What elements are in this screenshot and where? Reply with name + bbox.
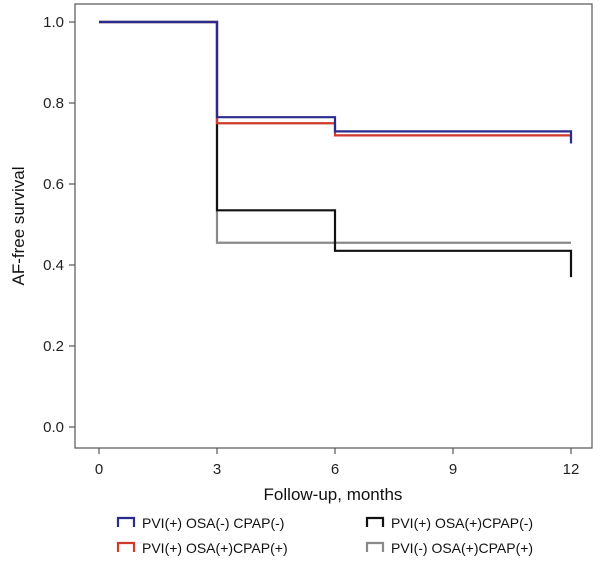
x-axis: 0 3 6 9 12: [95, 448, 580, 478]
y-tick-label: 0.0: [43, 419, 64, 436]
x-axis-title: Follow-up, months: [264, 485, 403, 504]
legend-swatch: [116, 541, 136, 552]
legend-swatch: [116, 516, 136, 527]
y-tick-label: 0.6: [43, 176, 64, 193]
legend: PVI(+) OSA(-) CPAP(-) PVI(+) OSA(+)CPAP(+…: [116, 515, 533, 556]
x-tick-label: 12: [563, 461, 580, 478]
series-line-3: [99, 20, 573, 278]
plot-frame: [74, 3, 593, 449]
legend-label: PVI(-) OSA(+)CPAP(+): [391, 540, 533, 556]
y-tick-label: 0.2: [43, 338, 64, 355]
legend-label: PVI(+) OSA(+)CPAP(-): [391, 515, 533, 531]
y-tick-label: 1.0: [43, 14, 64, 31]
legend-swatch: [365, 516, 385, 527]
x-tick-label: 0: [95, 461, 103, 478]
x-tick-label: 3: [213, 461, 221, 478]
legend-swatch: [365, 541, 385, 552]
series-line-1: [99, 20, 573, 144]
y-tick-label: 0.4: [43, 257, 64, 274]
y-axis-title: AF-free survival: [9, 166, 28, 285]
legend-label: PVI(+) OSA(+)CPAP(+): [142, 540, 288, 556]
y-tick-label: 0.8: [43, 95, 64, 112]
y-axis: 0.0 0.2 0.4 0.6 0.8 1.0: [43, 14, 75, 436]
legend-label: PVI(+) OSA(-) CPAP(-): [142, 515, 284, 531]
series-layer: [99, 20, 573, 278]
x-tick-label: 6: [331, 461, 339, 478]
x-tick-label: 9: [449, 461, 457, 478]
